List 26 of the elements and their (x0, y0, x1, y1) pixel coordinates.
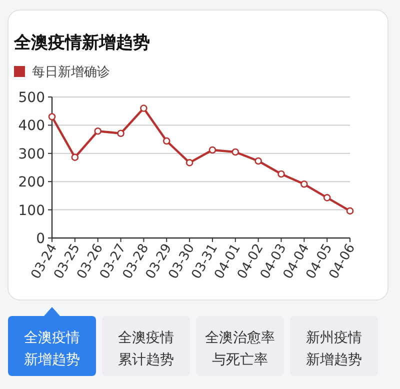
point (254, 157, 262, 165)
point (208, 146, 216, 154)
point (278, 170, 285, 178)
point (323, 194, 331, 202)
point (232, 148, 240, 156)
point (140, 104, 148, 112)
text: 全澳治愈率与死亡率 (205, 330, 275, 368)
point (94, 127, 102, 135)
y-tick-label: 300 (18, 146, 45, 162)
y-tick-label: 500 (18, 90, 45, 106)
point (48, 113, 56, 120)
point (300, 180, 308, 188)
text: 全澳疫情累计趋势 (118, 330, 174, 368)
y-tick-label: 100 (18, 202, 45, 219)
text: 新州疫情新增趋势 (306, 330, 362, 368)
y-tick-label: 0 (36, 231, 45, 247)
legend-label: 每日新增确诊 (32, 65, 110, 80)
point (162, 137, 170, 145)
point (186, 159, 194, 166)
point (117, 130, 124, 138)
point (71, 154, 79, 161)
text: 全澳疫情新增趋势 (24, 330, 80, 368)
y-tick-label: 200 (18, 174, 45, 191)
y-tick-label: 400 (18, 118, 45, 134)
point (346, 207, 354, 215)
chart-title: 全澳疫情新增趋势 (13, 33, 150, 53)
